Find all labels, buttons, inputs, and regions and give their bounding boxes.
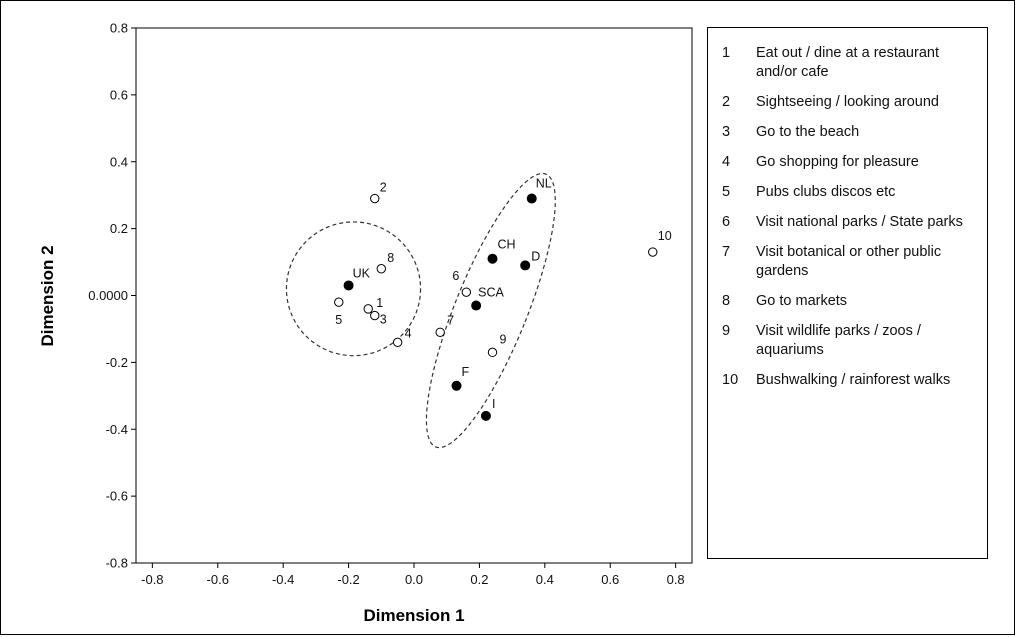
point-label: 2 (380, 181, 387, 195)
legend-item: 3 Go to the beach (722, 123, 977, 142)
activity-point (487, 347, 498, 358)
legend-item-number: 6 (722, 214, 731, 230)
legend-item-text: Visit botanical or other public gardens (756, 244, 942, 279)
legend-item-number: 9 (722, 323, 731, 339)
point-label: 4 (405, 326, 412, 340)
activity-point (370, 193, 380, 204)
point-label: 3 (380, 313, 387, 327)
y-tick-label: -0.2 (106, 355, 128, 370)
activity-point (461, 287, 472, 297)
country-point (487, 253, 498, 264)
y-tick-label: 0.4 (110, 154, 128, 169)
x-tick-label: -0.4 (272, 572, 294, 587)
legend-item: 5 Pubs clubs discos etc (722, 183, 977, 202)
country-point (343, 280, 354, 291)
activity-point (392, 337, 403, 348)
country-point (526, 193, 537, 204)
legend: 1 Eat out / dine at a restaurant and/or c… (707, 27, 988, 559)
cluster-ellipse (285, 221, 422, 357)
point-label: D (531, 249, 540, 263)
legend-item-number: 10 (722, 372, 739, 388)
x-tick-label: -0.8 (141, 572, 163, 587)
country-point (471, 300, 482, 311)
legend-item-number: 1 (722, 45, 731, 61)
data-points: 1 2 3 4 5 6 7 8 9 10 UK NL CH D SCA F I (334, 177, 672, 421)
axis-ticks: -0.8 -0.6 -0.4 -0.2 0.0 0.2 0.4 0.6 0.8 0.8 0.6 0.4… (88, 21, 684, 588)
y-tick-label: 0.0000 (88, 288, 128, 303)
point-label: 5 (335, 313, 342, 327)
point-label: UK (353, 266, 371, 280)
legend-item: 6 Visit national parks / State parks (722, 213, 977, 232)
activity-point (334, 297, 344, 307)
x-tick-label: -0.2 (337, 572, 359, 587)
activity-point (376, 264, 386, 274)
country-point (480, 410, 491, 421)
point-label: CH (497, 238, 515, 252)
legend-item: 9 Visit wildlife parks / zoos / aquariums (722, 322, 977, 360)
plot-area (135, 27, 693, 564)
legend-item-text: Go to the beach (756, 124, 860, 140)
x-axis-label: Dimension 1 (363, 606, 464, 625)
x-tick-label: 0.4 (536, 572, 554, 587)
legend-item-number: 7 (722, 244, 731, 260)
y-tick-label: -0.6 (106, 489, 128, 504)
y-tick-label: -0.8 (106, 556, 128, 571)
point-label: 9 (499, 332, 506, 346)
legend-item-text: Pubs clubs discos etc (756, 184, 896, 200)
legend-item-number: 5 (722, 184, 731, 200)
legend-item-text: Bushwalking / rainforest walks (756, 372, 951, 388)
legend-item-number: 8 (722, 293, 731, 309)
legend-item-number: 2 (722, 94, 731, 110)
activity-point (648, 247, 658, 257)
legend-item-text: Go to markets (756, 293, 848, 309)
activity-point (370, 310, 380, 321)
point-label: NL (536, 177, 552, 191)
legend-item: 7 Visit botanical or other public gardens (722, 243, 977, 281)
legend-item: 1 Eat out / dine at a restaurant and/or c… (722, 44, 977, 82)
legend-item-text: Sightseeing / looking around (756, 94, 939, 110)
activity-point (363, 304, 373, 314)
x-tick-label: 0.8 (667, 572, 685, 587)
y-axis-label: Dimension 2 (38, 245, 57, 346)
activity-point (435, 327, 445, 337)
point-label: 10 (658, 229, 672, 243)
legend-item-text: Eat out / dine at a restaurant and/or ca… (756, 45, 939, 80)
x-tick-label: 0.6 (601, 572, 619, 587)
y-tick-label: -0.4 (106, 422, 128, 437)
y-tick-label: 0.2 (110, 221, 128, 236)
x-tick-label: -0.6 (207, 572, 229, 587)
point-label: 1 (376, 296, 383, 310)
y-tick-label: 0.8 (110, 21, 128, 36)
legend-item: 8 Go to markets (722, 292, 977, 311)
country-point (520, 260, 531, 271)
y-tick-label: 0.6 (110, 87, 128, 102)
legend-item-number: 4 (722, 154, 731, 170)
cluster-ellipse (425, 172, 556, 449)
point-label: SCA (478, 286, 504, 300)
legend-item-text: Go shopping for pleasure (756, 154, 919, 170)
legend-item-text: Visit wildlife parks / zoos / aquariums (756, 323, 921, 358)
country-point (451, 380, 462, 391)
cluster-ellipses (285, 172, 556, 449)
legend-item: 4 Go shopping for pleasure (722, 153, 977, 172)
legend-item: 2 Sightseeing / looking around (722, 93, 977, 112)
point-label: I (492, 397, 495, 411)
legend-item-text: Visit national parks / State parks (756, 214, 963, 230)
point-label: F (462, 365, 470, 379)
scatter-plot: -0.8 -0.6 -0.4 -0.2 0.0 0.2 0.4 0.6 0.8 0.8 0.6 0.4… (38, 21, 693, 625)
legend-item-number: 3 (722, 124, 731, 140)
point-label: 6 (452, 269, 459, 283)
x-tick-label: 0.0 (405, 572, 423, 587)
legend-item: 10 Bushwalking / rainforest walks (722, 371, 977, 390)
x-tick-label: 0.2 (470, 572, 488, 587)
point-label: 7 (447, 313, 454, 327)
point-label: 8 (387, 251, 394, 265)
